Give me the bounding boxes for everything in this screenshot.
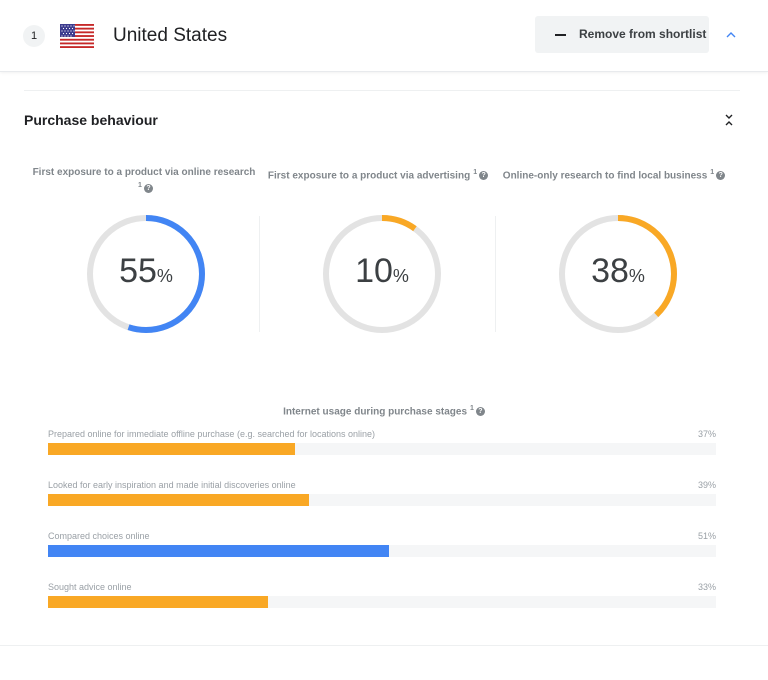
donut-separator — [259, 216, 260, 332]
chevron-up-icon[interactable] — [724, 28, 738, 42]
purchase-stage-percent: 37% — [697, 429, 716, 439]
section-divider — [24, 90, 740, 91]
country-header: 1 United States Remove from shortlist — [0, 0, 768, 72]
donut-value-unit: % — [628, 266, 645, 286]
donut-title-text: First exposure to a product via online r… — [32, 167, 256, 178]
footnote-marker: 1 — [710, 169, 715, 176]
donut-local-business: Online-only research to find local busin… — [496, 166, 732, 182]
purchase-stage-track — [48, 494, 716, 506]
donut-ring — [323, 215, 441, 333]
donut-ring — [87, 215, 205, 333]
purchase-stage-bar — [48, 545, 389, 557]
purchase-stage-track — [48, 596, 716, 608]
bottom-divider — [0, 645, 768, 646]
donut-value-label: 55% — [84, 252, 208, 291]
country-name: United States — [113, 25, 228, 46]
donut-value-unit: % — [156, 266, 173, 286]
purchase-stage-label: Sought advice online — [48, 582, 132, 592]
purchase-stages-title: Internet usage during purchase stages 1? — [0, 405, 768, 417]
donut-value-arc — [323, 215, 441, 333]
donut-title-text: Online-only research to find local busin… — [502, 170, 708, 182]
purchase-stage-bar — [48, 494, 309, 506]
purchase-stage-bar — [48, 596, 269, 608]
donut-value-arc — [559, 215, 677, 333]
purchase-stage-label: Looked for early inspiration and made in… — [48, 480, 296, 490]
section-title: Purchase behaviour — [24, 112, 158, 128]
donut-ring — [559, 215, 677, 333]
donut-separator — [495, 216, 496, 332]
donut-value-number: 55 — [119, 252, 157, 290]
minus-icon — [555, 34, 566, 36]
purchase-stage-track — [48, 545, 716, 557]
donut-value-unit: % — [392, 266, 409, 286]
help-icon[interactable]: ? — [143, 184, 153, 194]
donut-title: Online-only research to find local busin… — [496, 166, 732, 182]
help-icon[interactable]: ? — [716, 171, 726, 181]
us-flag-icon — [60, 24, 94, 48]
collapse-icon[interactable] — [722, 112, 736, 128]
donut-advertising: First exposure to a product via advertis… — [260, 166, 496, 182]
donut-value-number: 10 — [355, 252, 393, 290]
donut-value-label: 38% — [556, 252, 680, 291]
help-icon[interactable]: ? — [475, 407, 485, 417]
purchase-stage-percent: 51% — [697, 531, 716, 541]
rank-badge: 1 — [23, 25, 45, 47]
donut-title: First exposure to a product via online r… — [26, 166, 262, 195]
donut-title: First exposure to a product via advertis… — [260, 166, 496, 182]
footnote-marker: 1 — [470, 405, 474, 412]
donut-value-arc — [87, 215, 205, 333]
purchase-stage-percent: 33% — [697, 582, 716, 592]
remove-from-shortlist-button[interactable]: Remove from shortlist — [535, 16, 709, 53]
donut-title-text: First exposure to a product via advertis… — [267, 170, 471, 182]
help-icon[interactable]: ? — [479, 171, 489, 181]
donut-value-label: 10% — [320, 252, 444, 291]
footnote-marker: 1 — [473, 169, 478, 176]
purchase-stages-title-text: Internet usage during purchase stages — [283, 406, 468, 418]
purchase-stage-percent: 39% — [697, 480, 716, 490]
purchase-stage-label: Prepared online for immediate offline pu… — [48, 429, 376, 439]
footnote-marker: 1 — [138, 182, 142, 189]
donut-online-research: First exposure to a product via online r… — [26, 166, 262, 195]
remove-button-label: Remove from shortlist — [579, 27, 707, 41]
purchase-stage-label: Compared choices online — [48, 531, 150, 541]
donut-value-number: 38 — [591, 252, 629, 290]
purchase-stage-bar — [48, 443, 296, 455]
purchase-stage-track — [48, 443, 716, 455]
